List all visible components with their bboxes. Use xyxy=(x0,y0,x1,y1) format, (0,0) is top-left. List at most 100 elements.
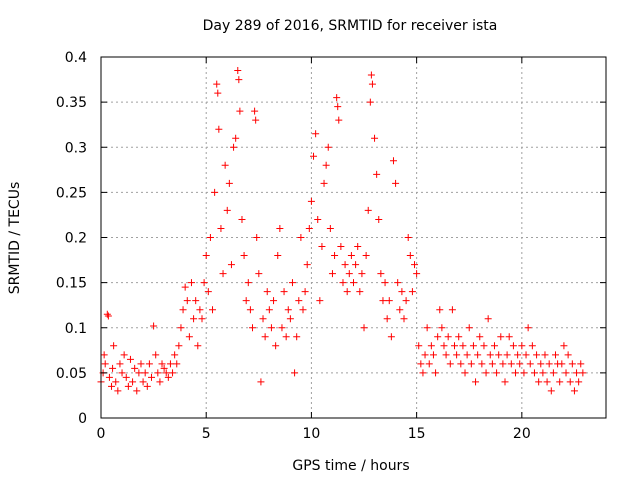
data-point xyxy=(341,261,349,269)
data-point xyxy=(152,351,160,359)
data-point xyxy=(570,387,578,395)
y-axis-ticks: 0 0.05 0.1 0.15 0.2 0.25 0.3 0.35 0.4 xyxy=(56,50,606,427)
data-point xyxy=(573,369,581,377)
data-point xyxy=(331,252,339,260)
data-point xyxy=(368,80,376,88)
data-point xyxy=(120,351,128,359)
data-point xyxy=(278,324,286,332)
data-point xyxy=(122,373,130,381)
data-point xyxy=(227,261,235,269)
data-point xyxy=(364,206,372,214)
data-point xyxy=(558,360,566,368)
data-point xyxy=(373,170,381,178)
data-point xyxy=(272,342,280,350)
data-point xyxy=(371,134,379,142)
data-point xyxy=(124,382,132,390)
y-tick-label: 0.2 xyxy=(65,231,87,247)
data-point xyxy=(552,351,559,359)
data-point xyxy=(143,382,151,390)
data-point xyxy=(214,89,222,97)
data-point xyxy=(234,67,242,75)
y-tick-label: 0.3 xyxy=(65,140,87,156)
data-point xyxy=(457,360,465,368)
data-point xyxy=(377,270,385,278)
data-point xyxy=(322,161,330,169)
data-point xyxy=(446,360,454,368)
data-point xyxy=(238,215,246,223)
data-point xyxy=(158,360,166,368)
data-points xyxy=(97,67,587,395)
x-axis-ticks: 0 5 10 15 20 xyxy=(97,57,531,442)
data-point xyxy=(358,270,366,278)
y-tick-label: 0.05 xyxy=(56,366,87,382)
data-point xyxy=(131,364,139,372)
data-point xyxy=(190,315,198,323)
data-point xyxy=(434,333,442,341)
data-point xyxy=(522,351,530,359)
data-point xyxy=(415,342,423,350)
data-point xyxy=(389,157,397,165)
data-point xyxy=(503,351,511,359)
data-point xyxy=(160,364,168,372)
data-point xyxy=(141,369,149,377)
data-point xyxy=(286,315,294,323)
data-point xyxy=(200,279,208,287)
data-point xyxy=(444,333,452,341)
data-point xyxy=(263,288,271,296)
data-point xyxy=(463,351,471,359)
data-point xyxy=(209,306,217,314)
chart-title: Day 289 of 2016, SRMTID for receiver ist… xyxy=(203,18,498,34)
data-point xyxy=(137,360,145,368)
data-point xyxy=(259,315,267,323)
data-point xyxy=(579,369,587,377)
data-point xyxy=(539,369,547,377)
data-point xyxy=(400,315,408,323)
data-point xyxy=(352,261,360,269)
data-point xyxy=(282,333,290,341)
x-tick-label: 0 xyxy=(97,426,106,442)
data-point xyxy=(367,71,375,79)
data-point xyxy=(566,378,574,386)
data-point xyxy=(175,342,183,350)
data-point xyxy=(255,270,263,278)
data-point xyxy=(345,270,353,278)
data-point xyxy=(413,270,421,278)
data-point xyxy=(265,306,273,314)
data-point xyxy=(187,279,195,287)
data-point xyxy=(108,382,116,390)
data-point xyxy=(181,283,189,291)
data-point xyxy=(284,306,292,314)
data-point xyxy=(202,252,210,260)
data-point xyxy=(533,351,541,359)
data-point xyxy=(469,342,477,350)
data-point xyxy=(516,360,524,368)
data-point xyxy=(293,333,301,341)
data-point xyxy=(514,351,522,359)
data-point xyxy=(362,252,370,260)
data-point xyxy=(129,378,137,386)
data-point xyxy=(501,378,509,386)
data-point xyxy=(179,306,187,314)
x-tick-label: 20 xyxy=(513,426,531,442)
data-point xyxy=(474,351,482,359)
data-point xyxy=(116,360,124,368)
data-point xyxy=(520,369,528,377)
data-point xyxy=(436,306,444,314)
data-point xyxy=(465,324,473,332)
data-point xyxy=(543,378,551,386)
data-point xyxy=(360,324,368,332)
data-point xyxy=(221,161,229,169)
data-point xyxy=(343,288,351,296)
data-point xyxy=(385,297,393,305)
data-point xyxy=(145,360,153,368)
data-point xyxy=(499,360,507,368)
data-point xyxy=(549,369,557,377)
data-point xyxy=(402,297,410,305)
data-point xyxy=(326,224,334,232)
y-tick-label: 0.4 xyxy=(65,50,87,66)
data-point xyxy=(408,288,416,296)
data-point xyxy=(194,342,202,350)
data-point xyxy=(488,360,496,368)
data-point xyxy=(356,288,364,296)
data-point xyxy=(173,360,181,368)
